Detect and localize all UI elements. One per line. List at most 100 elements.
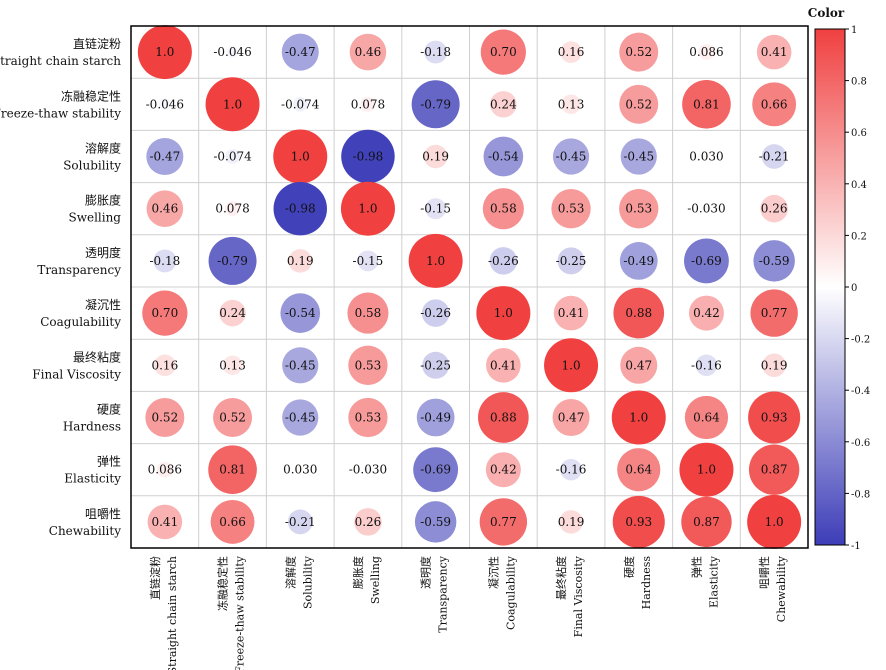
colorbar-tick-label: -0.2 [851, 335, 870, 346]
correlation-circle [619, 84, 659, 124]
row-label-en: Swelling [68, 211, 121, 225]
correlation-value-label: 1.0 [494, 306, 513, 320]
correlation-circle [761, 144, 787, 169]
correlation-value-label: 0.81 [219, 463, 246, 477]
correlation-circle [145, 398, 185, 437]
correlation-circle [288, 249, 313, 273]
column-label-en: Chewability [775, 555, 788, 622]
correlation-value-label: 0.19 [761, 358, 788, 372]
correlation-value-label: 1.0 [155, 45, 174, 59]
correlation-circle [762, 353, 786, 378]
correlation-circle [485, 452, 521, 488]
column-label-en: Freeze-thaw stability [234, 555, 247, 670]
correlation-value-label: -0.16 [556, 463, 587, 477]
correlation-value-label: -0.030 [349, 463, 387, 477]
correlation-value-label: 0.88 [625, 306, 652, 320]
correlation-circle [544, 338, 599, 393]
correlation-circle [222, 355, 243, 376]
correlation-value-label: 0.52 [219, 411, 246, 425]
correlation-value-label: 0.70 [151, 306, 178, 320]
correlation-value-label: -0.98 [353, 150, 384, 164]
correlation-value-label: -0.16 [691, 358, 722, 372]
correlation-value-label: 0.41 [761, 45, 788, 59]
correlation-value-label: 0.078 [215, 202, 249, 216]
correlation-circle [681, 496, 732, 548]
correlation-circle [483, 136, 524, 177]
correlation-circle [159, 98, 171, 111]
correlation-circle [225, 201, 241, 217]
correlation-value-label: -0.26 [420, 306, 451, 320]
correlation-circle [561, 94, 581, 115]
correlation-circle [354, 508, 382, 536]
correlation-circle [617, 448, 661, 492]
correlation-circle [682, 80, 731, 129]
correlation-circle [482, 188, 524, 230]
correlation-circle [698, 44, 715, 61]
row-label-cn: 膨胀度 [85, 193, 121, 208]
correlation-circle [205, 77, 260, 132]
correlation-value-label: -0.45 [285, 358, 316, 372]
column-label-en: Elasticity [707, 555, 720, 608]
column-label-cn: 弹性 [689, 556, 703, 578]
correlation-circle [153, 249, 177, 273]
column-label-cn: 直链淀粉 [148, 556, 162, 600]
correlation-circle [486, 348, 521, 383]
correlation-value-label: -0.046 [146, 97, 184, 111]
correlation-value-label: -0.15 [420, 202, 451, 216]
correlation-circle [292, 96, 308, 112]
correlation-circle [752, 82, 797, 127]
correlation-circle [219, 299, 246, 327]
row-label-en: Final Viscosity [32, 367, 121, 381]
row-label-en: Straight chain starch [0, 54, 121, 68]
colorbar-tick-label: 0 [851, 283, 857, 294]
correlation-circle [701, 204, 712, 214]
correlation-value-label: 0.77 [761, 306, 788, 320]
correlation-circle [747, 494, 802, 549]
correlation-value-label: 0.19 [558, 515, 585, 529]
correlation-circle [753, 240, 795, 282]
correlation-value-label: -0.49 [420, 411, 451, 425]
correlation-circle [478, 392, 529, 443]
correlation-circle [559, 510, 583, 534]
correlation-value-label: -0.25 [556, 254, 587, 268]
correlation-circle [489, 247, 518, 275]
correlation-value-label: -0.59 [420, 515, 451, 529]
grid-border [130, 25, 809, 549]
column-label-cn: 咀嚼性 [757, 556, 771, 589]
correlation-value-label: -0.45 [285, 411, 316, 425]
correlation-circle [414, 501, 457, 543]
correlation-circle [156, 461, 173, 478]
correlation-circle [422, 351, 450, 379]
correlation-circle [208, 445, 257, 495]
correlation-value-label: 0.52 [625, 97, 652, 111]
column-label-cn: 冻融稳定性 [216, 556, 230, 611]
correlation-value-label: 0.87 [761, 463, 788, 477]
correlation-value-label: 0.13 [558, 97, 585, 111]
correlation-value-label: 0.66 [219, 515, 246, 529]
correlation-value-label: -0.59 [759, 254, 790, 268]
column-label-en: Transparency [437, 555, 450, 632]
correlation-circle [281, 33, 319, 71]
correlation-value-label: 0.46 [151, 202, 178, 216]
correlation-value-label: 0.16 [151, 358, 178, 372]
correlation-circle [273, 129, 328, 184]
correlation-value-label: -0.074 [213, 150, 252, 164]
correlation-circle [619, 242, 658, 280]
correlation-circle [748, 444, 800, 495]
correlation-circle [347, 292, 389, 334]
correlation-circle [142, 290, 188, 336]
correlation-value-label: -0.98 [285, 202, 316, 216]
colorbar-tick-label: -1 [851, 541, 861, 552]
correlation-circle [612, 495, 665, 548]
correlation-circle [146, 190, 184, 228]
row-label-cn: 硬度 [97, 402, 121, 417]
correlation-circle [425, 198, 447, 220]
correlation-value-label: 0.64 [693, 411, 720, 425]
correlation-value-label: 0.52 [151, 411, 178, 425]
correlation-value-label: -0.18 [420, 45, 451, 59]
correlation-circle [154, 354, 176, 377]
correlation-value-label: 0.88 [490, 411, 517, 425]
correlation-value-label: 0.81 [693, 97, 720, 111]
correlation-circle [226, 46, 239, 58]
correlation-value-label: 0.26 [761, 202, 788, 216]
